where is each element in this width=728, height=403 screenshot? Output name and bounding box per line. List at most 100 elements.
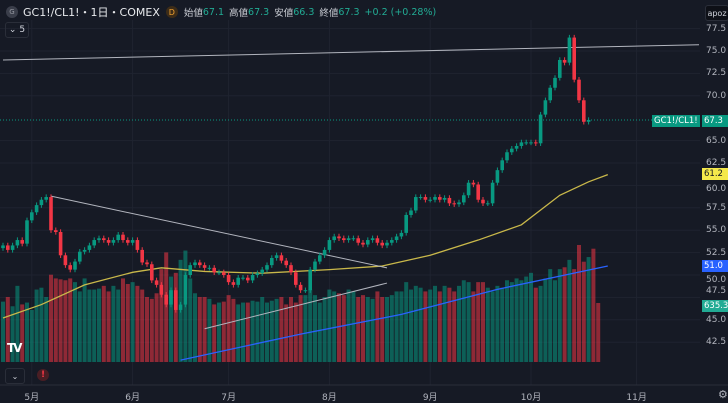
- candle: [370, 238, 375, 241]
- moving-average-line: [2, 174, 609, 319]
- volume-bar: [63, 280, 68, 362]
- volume-bar: [567, 259, 572, 362]
- volume-bar: [332, 291, 337, 362]
- volume-bar: [553, 280, 557, 362]
- candle: [342, 238, 346, 241]
- volume-bar: [490, 291, 495, 362]
- scale-mode-button[interactable]: apoz: [705, 5, 728, 21]
- open-label: 始値: [183, 8, 203, 19]
- candle: [481, 199, 485, 204]
- volume-bar: [404, 282, 409, 362]
- indicators-toggle[interactable]: ⌄ 5: [5, 22, 29, 38]
- volume-bar: [58, 279, 63, 362]
- change-value: +0.2 (+0.28%): [364, 6, 437, 18]
- volume-bar: [173, 272, 178, 362]
- candle: [49, 197, 53, 231]
- candle: [255, 273, 260, 275]
- candle: [202, 265, 207, 268]
- price-tick-label: 75.0: [706, 46, 727, 56]
- candle: [78, 251, 82, 262]
- volume-bar: [1, 301, 5, 362]
- candle: [543, 100, 548, 115]
- volume-bar: [495, 285, 500, 362]
- collapse-pane-button[interactable]: ⌄: [5, 368, 25, 384]
- volume-bar: [346, 289, 351, 362]
- candle: [44, 197, 48, 200]
- candle: [351, 238, 356, 240]
- volume-bar: [284, 304, 289, 362]
- price-tick-label: 57.5: [706, 202, 727, 213]
- volume-bar: [5, 296, 10, 362]
- candle: [505, 152, 509, 161]
- candle: [116, 234, 120, 241]
- long-ma-value-tag: 51.0: [702, 260, 728, 272]
- candle: [20, 240, 24, 244]
- low-value: 66.3: [293, 6, 315, 18]
- candle: [30, 212, 34, 221]
- candle: [361, 242, 365, 245]
- candle: [73, 261, 77, 270]
- price-tick-label: 77.5: [706, 23, 727, 34]
- tradingview-logo[interactable]: TV: [7, 341, 23, 355]
- volume-bar: [154, 293, 159, 362]
- candle: [274, 255, 279, 258]
- volume-bar: [341, 295, 346, 362]
- candle: [87, 245, 92, 250]
- candle: [404, 214, 408, 233]
- candle: [102, 238, 106, 241]
- volume-bar: [202, 296, 207, 362]
- volume-bar: [73, 282, 77, 362]
- volume-bar: [457, 285, 461, 362]
- legend-header: G GC1!/CL1!・1日・COMEX D 始値 67.1 高値 67.3 安…: [6, 4, 436, 20]
- volume-bar: [562, 267, 567, 362]
- time-tick-label: 7月: [221, 393, 236, 403]
- volume-bar: [49, 274, 53, 362]
- candle: [265, 265, 269, 270]
- volume-bar: [193, 293, 197, 362]
- symbol-title[interactable]: GC1!/CL1!・1日・COMEX: [23, 6, 160, 19]
- candle: [385, 242, 389, 246]
- volume-bar: [68, 278, 73, 362]
- candle: [433, 197, 437, 200]
- volume-bar: [399, 291, 404, 362]
- delayed-badge: D: [165, 6, 178, 18]
- volume-bar: [351, 291, 356, 362]
- candle: [500, 160, 504, 171]
- candle: [538, 114, 543, 144]
- candle: [466, 182, 471, 196]
- volume-bar: [212, 304, 217, 362]
- volume-bar: [269, 300, 274, 362]
- candle: [63, 255, 68, 266]
- candle: [97, 238, 101, 241]
- candle: [534, 142, 538, 144]
- candle: [442, 197, 447, 200]
- price-tick-label: 70.0: [706, 90, 727, 101]
- volume-bar: [130, 282, 135, 362]
- candle: [92, 240, 96, 246]
- candle: [178, 304, 183, 310]
- time-tick-label: 8月: [322, 393, 337, 403]
- volume-bar: [231, 298, 236, 362]
- volume-bar: [303, 295, 308, 362]
- candle: [346, 238, 351, 241]
- exclamation-icon[interactable]: !: [37, 369, 49, 381]
- candle: [327, 240, 332, 250]
- candle: [169, 290, 173, 305]
- price-tick-label: 50.0: [706, 275, 727, 285]
- candle: [447, 197, 452, 204]
- open-value: 67.1: [202, 6, 225, 18]
- volume-bar: [591, 248, 596, 362]
- volume-bar: [543, 278, 548, 362]
- volume-bar: [327, 289, 332, 362]
- price-tick-label: 65.0: [706, 135, 727, 146]
- volume-bar: [519, 280, 524, 362]
- candle: [68, 265, 72, 270]
- gear-icon[interactable]: ⚙: [718, 388, 728, 401]
- volume-bar: [466, 282, 471, 362]
- volume-bar: [461, 280, 466, 362]
- candle: [529, 142, 533, 144]
- candle: [414, 197, 418, 211]
- volume-bar: [428, 289, 433, 362]
- candle: [15, 240, 20, 246]
